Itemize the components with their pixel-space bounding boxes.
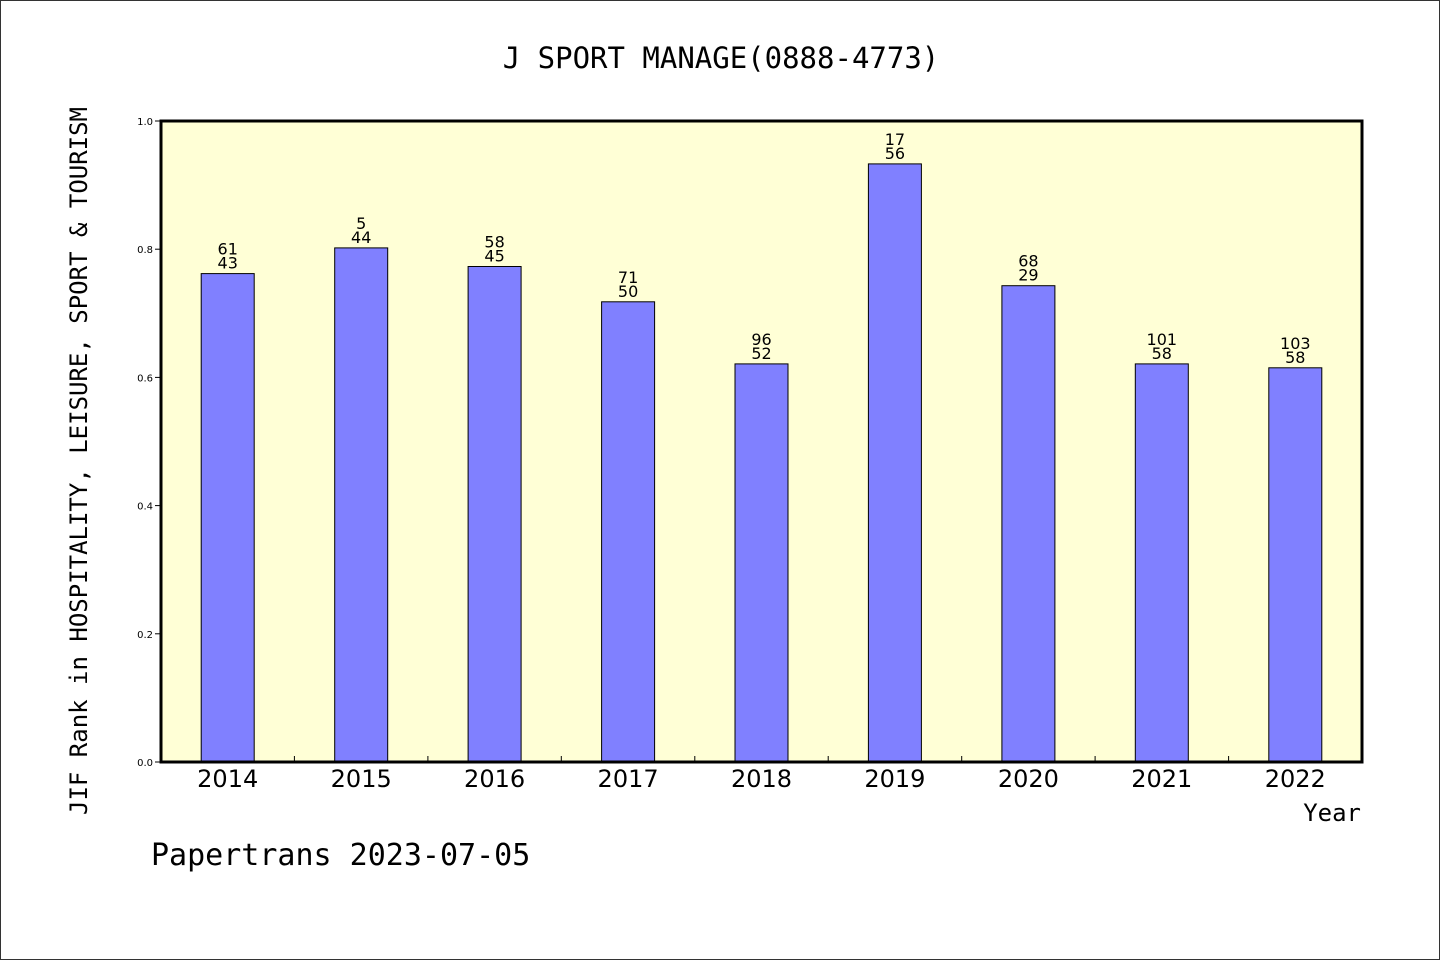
footer-credit: Papertrans 2023-07-05 xyxy=(151,838,530,873)
bar-label-top-2016: 58 xyxy=(484,233,504,252)
y-tick-label-5: 1.0 xyxy=(137,117,153,128)
x-tick-label-2021: 2021 xyxy=(1131,765,1192,793)
x-axis-label: Year xyxy=(1303,799,1361,827)
bar-label-bottom-2014: 43 xyxy=(218,254,238,273)
y-axis-label: JIF Rank in HOSPITALITY, LEISURE, SPORT … xyxy=(65,107,93,815)
bar-label-bottom-2017: 50 xyxy=(618,282,638,301)
x-tick-label-2016: 2016 xyxy=(464,765,525,793)
bar-2016 xyxy=(467,266,522,763)
ticks-layer: 2014 2015 2016 2017 2018 2019 2020 2021 2022 0.0 0… xyxy=(137,117,1326,793)
bar-label-bottom-2016: 45 xyxy=(484,247,504,266)
bar-label-bottom-2015: 44 xyxy=(351,228,371,247)
bar-2021 xyxy=(1134,363,1189,763)
y-tick-label-0: 0.0 xyxy=(137,758,153,769)
bar-label-bottom-2020: 29 xyxy=(1018,266,1038,285)
x-tick-label-2018: 2018 xyxy=(731,765,792,793)
bar-2014 xyxy=(200,273,255,763)
x-tick-label-2017: 2017 xyxy=(598,765,659,793)
x-tick-label-2014: 2014 xyxy=(197,765,258,793)
bar-label-top-2015: 5 xyxy=(356,214,366,233)
x-tick-label-2022: 2022 xyxy=(1265,765,1326,793)
bar-label-bottom-2021: 58 xyxy=(1152,344,1172,363)
x-tick-label-2019: 2019 xyxy=(864,765,925,793)
bar-2020 xyxy=(1001,285,1056,763)
bar-label-top-2021: 101 xyxy=(1147,330,1178,349)
bar-2019 xyxy=(867,163,922,763)
x-tick-label-2020: 2020 xyxy=(998,765,1059,793)
y-tick-label-3: 0.6 xyxy=(137,373,153,384)
bar-label-bottom-2022: 58 xyxy=(1285,348,1305,367)
bar-2022 xyxy=(1268,367,1323,763)
bar-label-top-2020: 68 xyxy=(1018,252,1038,271)
bar-2018 xyxy=(734,363,789,763)
bar-label-top-2022: 103 xyxy=(1280,334,1311,353)
bar-2015 xyxy=(334,247,389,763)
bar-label-top-2017: 71 xyxy=(618,268,638,287)
bar-label-bottom-2018: 52 xyxy=(751,344,771,363)
plot-border xyxy=(159,119,1364,764)
y-tick-label-2: 0.4 xyxy=(137,502,153,513)
bar-label-bottom-2019: 56 xyxy=(885,144,905,163)
y-tick-label-1: 0.2 xyxy=(137,630,153,641)
chart-title: J SPORT MANAGE(0888-4773) xyxy=(503,41,940,75)
bar-2017 xyxy=(601,301,656,763)
bar-label-top-2014: 61 xyxy=(218,240,238,259)
bar-label-top-2019: 17 xyxy=(885,130,905,149)
bar-label-top-2018: 96 xyxy=(751,330,771,349)
y-tick-label-4: 0.8 xyxy=(137,245,153,256)
x-tick-label-2015: 2015 xyxy=(331,765,392,793)
